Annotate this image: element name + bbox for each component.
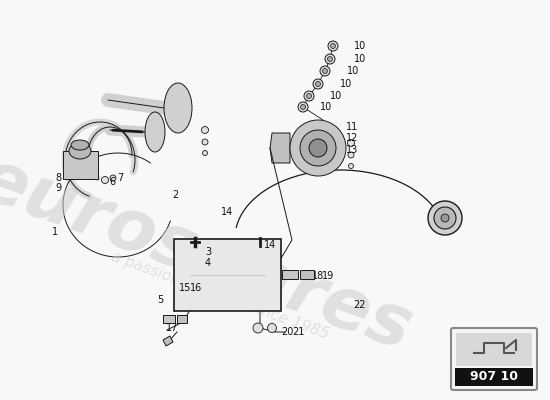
Text: 10: 10 [354,41,366,51]
Text: 16: 16 [190,283,202,293]
Circle shape [331,44,336,48]
Circle shape [428,201,462,235]
Bar [455,368,533,386]
Text: 19: 19 [322,271,334,281]
Bar [456,333,532,366]
Bar [63,151,98,179]
Text: 10: 10 [330,91,342,101]
Text: 15: 15 [179,283,191,293]
Ellipse shape [145,112,165,152]
Text: 14: 14 [221,207,233,217]
Text: 2: 2 [172,190,178,200]
Text: 18: 18 [312,271,324,281]
Circle shape [306,94,311,98]
Circle shape [267,324,277,332]
Text: 22: 22 [354,300,366,310]
Text: 7: 7 [117,173,123,183]
Bar [177,315,187,323]
Circle shape [328,41,338,51]
Circle shape [202,139,208,145]
Text: 907 10: 907 10 [470,370,518,384]
Circle shape [349,164,354,168]
Circle shape [102,176,108,184]
Text: 21: 21 [292,327,304,337]
Circle shape [348,140,355,146]
Circle shape [304,91,314,101]
Text: 12: 12 [346,133,358,143]
FancyBboxPatch shape [451,328,537,390]
Ellipse shape [164,83,192,133]
Circle shape [316,82,321,86]
Circle shape [110,175,116,181]
Circle shape [313,79,323,89]
Circle shape [202,150,207,156]
Polygon shape [163,336,173,346]
Text: 20: 20 [281,327,293,337]
Text: 4: 4 [205,258,211,268]
Ellipse shape [71,140,89,150]
Text: 8: 8 [55,173,61,183]
Text: eurospares: eurospares [0,144,421,366]
Polygon shape [270,133,290,163]
Circle shape [325,54,335,64]
Text: 10: 10 [347,66,359,76]
Bar [282,270,298,279]
Circle shape [434,207,456,229]
Text: 9: 9 [55,183,61,193]
Circle shape [320,66,330,76]
Circle shape [300,130,336,166]
Circle shape [322,68,327,74]
Text: 17: 17 [166,323,178,333]
Text: 14: 14 [264,240,276,250]
Circle shape [300,104,305,110]
Circle shape [309,139,327,157]
Text: 6: 6 [109,177,115,187]
Circle shape [298,102,308,112]
Text: 10: 10 [354,54,366,64]
Circle shape [348,152,354,158]
Circle shape [327,56,333,62]
Text: 10: 10 [340,79,352,89]
Ellipse shape [69,143,91,159]
Text: 3: 3 [205,247,211,257]
Bar [163,315,175,323]
Bar [300,270,314,279]
Text: 5: 5 [157,295,163,305]
Text: 10: 10 [320,102,332,112]
FancyBboxPatch shape [174,239,281,311]
Text: 1: 1 [52,227,58,237]
Text: a passion for parts since 1985: a passion for parts since 1985 [109,248,331,342]
Text: 13: 13 [346,145,358,155]
Circle shape [201,126,208,134]
Text: 11: 11 [346,122,358,132]
Circle shape [441,214,449,222]
Circle shape [290,120,346,176]
Circle shape [253,323,263,333]
